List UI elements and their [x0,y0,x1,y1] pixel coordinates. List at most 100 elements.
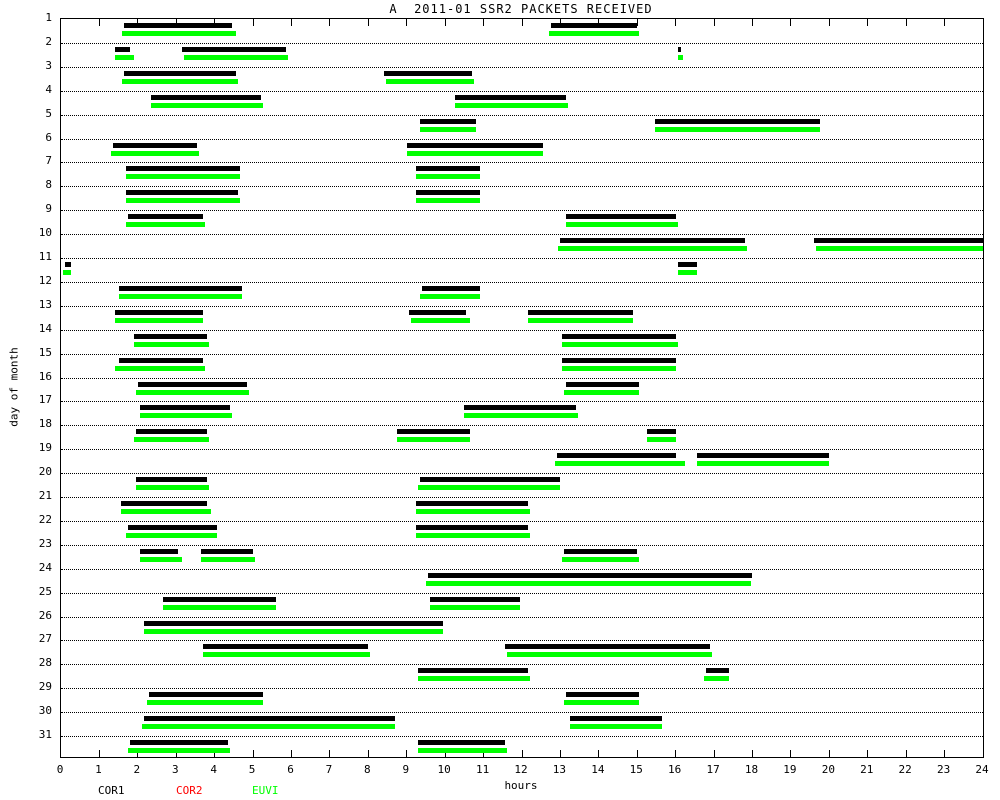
bar-cor1-day-15 [118,357,204,363]
day-gridline-12 [61,281,983,283]
bottom-hour-tick-13 [559,750,561,757]
bar-cor1-day-2 [114,46,131,52]
bar-euvi-day-5 [420,126,476,132]
bar-euvi-day-15 [562,365,676,371]
bar-cor1-day-15 [562,357,676,363]
top-hour-tick-16 [675,19,677,26]
bar-cor1-day-25 [162,596,277,602]
bar-cor1-day-3 [124,70,236,76]
y-tick-label-25: 25 [38,584,52,598]
bar-euvi-day-28 [418,676,530,682]
day-gridline-20 [61,473,983,475]
top-hour-tick-21 [867,19,869,26]
y-tick-label-23: 23 [38,536,52,550]
day-gridline-7 [61,162,983,164]
top-hour-tick-2 [137,19,139,26]
day-gridline-4 [61,90,983,92]
bar-cor1-day-6 [406,142,544,148]
bar-euvi-day-12 [420,293,480,299]
bar-euvi-day-29 [564,700,640,706]
x-tick-label-13: 13 [552,763,567,776]
bar-euvi-day-22 [126,532,217,538]
bar-cor1-day-19 [556,453,676,459]
y-tick-label-29: 29 [38,680,52,694]
y-tick-label-18: 18 [38,417,52,431]
y-tick-label-8: 8 [45,178,52,192]
x-tick-label-5: 5 [248,763,256,776]
bar-euvi-day-8 [416,198,480,204]
bar-cor1-day-31 [130,740,229,745]
bar-cor1-day-13 [408,309,467,315]
day-gridline-10 [61,234,983,236]
y-tick-label-20: 20 [38,465,52,479]
bottom-hour-tick-12 [521,750,523,757]
bar-euvi-day-17 [139,413,232,419]
day-gridline-5 [61,114,983,116]
y-tick-label-13: 13 [38,297,52,311]
bar-cor1-day-1 [550,23,638,28]
x-tick-label-15: 15 [629,763,643,776]
y-tick-label-12: 12 [38,273,52,287]
top-hour-tick-14 [598,19,600,26]
bar-cor1-day-30 [570,716,663,722]
bar-euvi-day-18 [646,437,676,443]
day-gridline-17 [61,401,983,403]
top-hour-tick-20 [828,19,830,26]
bar-euvi-day-23 [562,556,640,562]
bar-euvi-day-31 [418,748,507,753]
bar-cor1-day-20 [420,477,561,483]
bottom-hour-tick-8 [367,750,369,757]
bar-cor1-day-13 [114,309,204,315]
y-tick-label-1: 1 [45,11,52,24]
y-tick-label-15: 15 [38,345,52,359]
bar-euvi-day-23 [201,556,255,562]
legend-item-cor2: COR2 [176,784,203,797]
legend-item-euvi: EUVI [252,784,279,797]
top-hour-tick-19 [790,19,792,26]
bar-euvi-day-31 [128,748,231,753]
bar-euvi-day-18 [133,437,209,443]
bar-cor1-day-29 [149,692,263,698]
bar-cor1-day-18 [135,429,207,435]
bar-euvi-day-5 [654,126,820,132]
bar-euvi-day-25 [162,604,277,610]
y-tick-label-9: 9 [45,202,52,216]
bottom-hour-tick-17 [713,750,715,757]
x-tick-label-7: 7 [325,763,333,776]
bar-euvi-day-13 [410,317,471,323]
bar-cor1-day-8 [416,190,480,196]
bar-euvi-day-6 [406,150,544,156]
bar-euvi-day-28 [704,676,730,682]
bar-cor1-day-2 [677,46,682,52]
bar-cor1-day-20 [135,477,207,483]
bar-euvi-day-10 [815,246,983,252]
day-gridline-19 [61,449,983,451]
y-tick-label-11: 11 [38,250,52,263]
bar-euvi-day-10 [558,246,747,252]
x-tick-label-19: 19 [783,763,797,776]
x-tick-label-2: 2 [133,763,141,776]
top-hour-tick-5 [252,19,254,26]
bar-euvi-day-8 [126,198,240,204]
top-hour-tick-18 [752,19,753,26]
day-gridline-24 [61,568,983,570]
y-tick-label-28: 28 [38,656,52,670]
bottom-hour-tick-3 [175,750,177,757]
bar-cor1-day-18 [397,429,471,435]
day-gridline-28 [61,664,983,666]
x-tick-label-16: 16 [668,763,682,776]
y-tick-label-3: 3 [45,58,52,72]
day-gridline-26 [61,616,983,618]
day-gridline-13 [61,305,983,307]
x-tick-label-21: 21 [860,763,874,776]
bar-euvi-day-19 [554,461,686,467]
bar-cor1-day-16 [137,381,248,387]
bar-euvi-day-2 [114,54,134,60]
y-tick-label-4: 4 [45,82,52,96]
bar-cor1-day-9 [128,214,204,220]
bar-euvi-day-13 [527,317,634,323]
day-gridline-3 [61,66,983,68]
bar-euvi-day-4 [454,102,569,108]
